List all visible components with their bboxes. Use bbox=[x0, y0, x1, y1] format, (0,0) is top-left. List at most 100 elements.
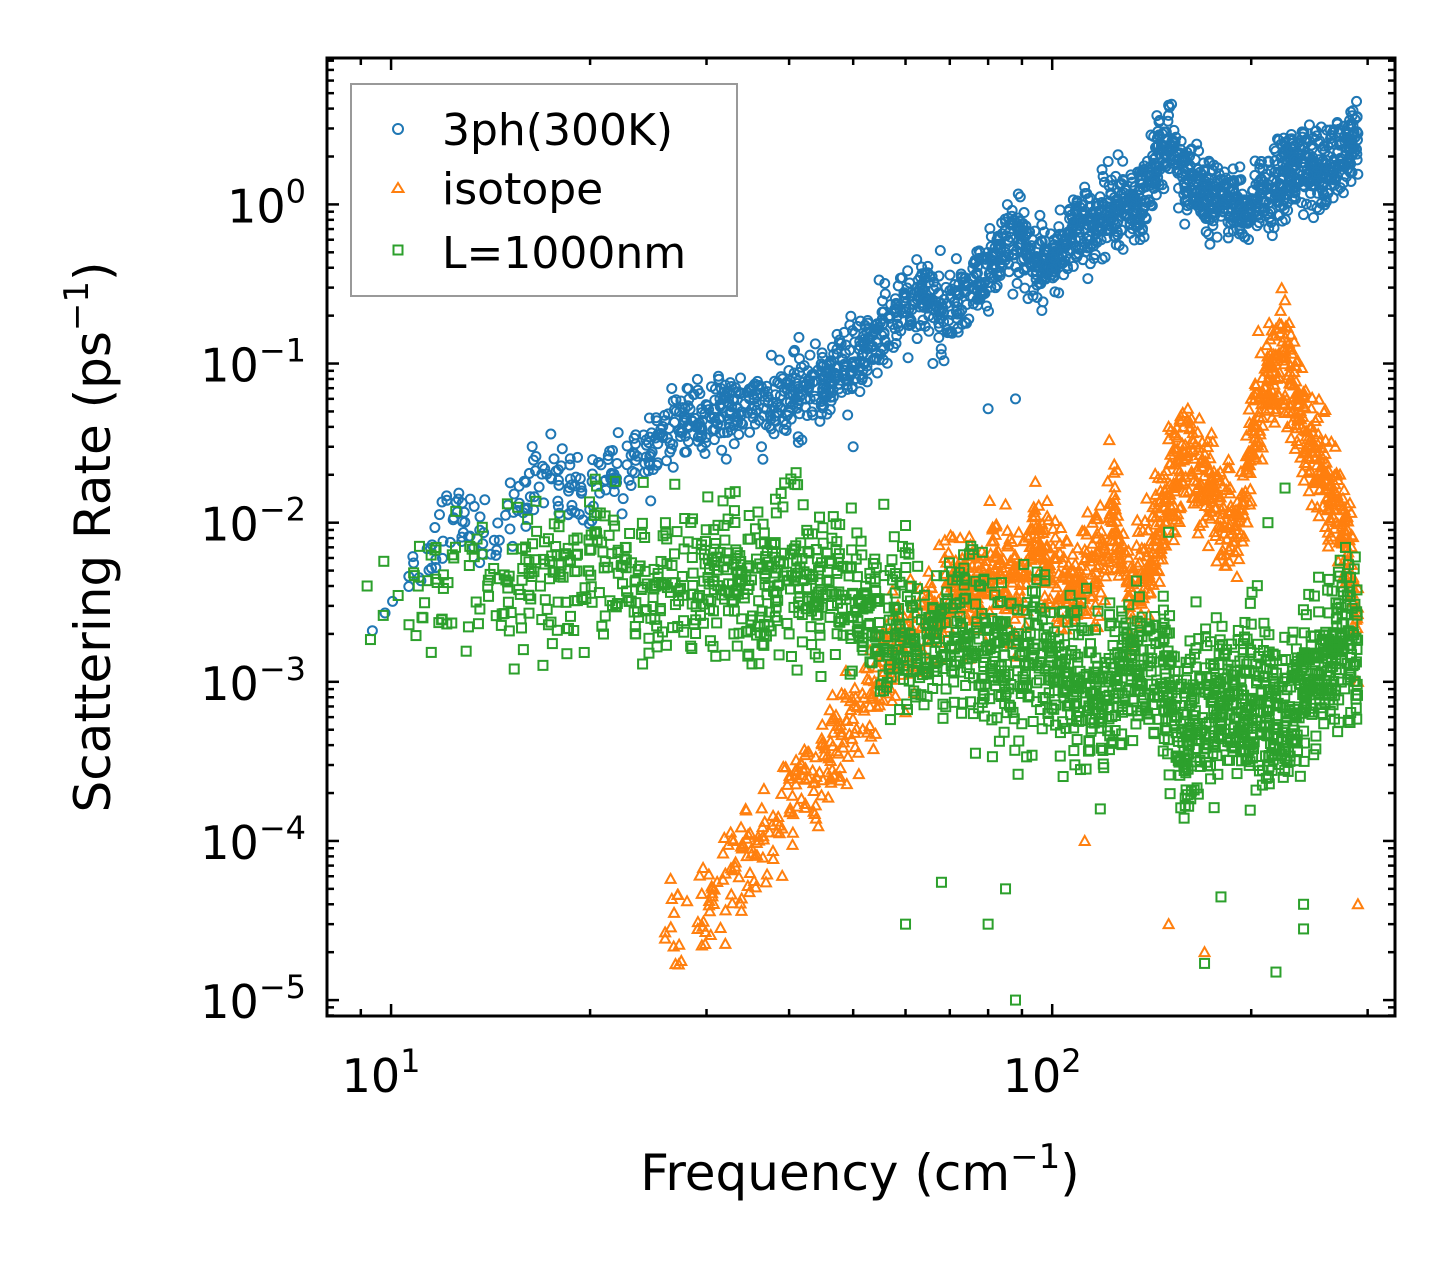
point-3ph bbox=[696, 407, 708, 419]
point-3ph bbox=[1030, 273, 1042, 285]
point-3ph bbox=[1249, 169, 1261, 181]
point-3ph bbox=[441, 494, 453, 506]
point-3ph bbox=[611, 457, 623, 469]
point-3ph bbox=[791, 402, 803, 414]
point-3ph bbox=[933, 270, 945, 282]
point-3ph bbox=[683, 393, 695, 405]
point-isotope bbox=[696, 860, 710, 873]
point-3ph bbox=[850, 373, 862, 385]
point-3ph bbox=[816, 347, 828, 359]
point-3ph bbox=[1046, 263, 1058, 275]
point-3ph bbox=[944, 269, 956, 281]
point-3ph bbox=[1290, 193, 1302, 205]
point-3ph bbox=[1150, 189, 1162, 201]
point-isotope bbox=[840, 713, 854, 727]
point-isotope bbox=[716, 846, 730, 859]
point-3ph bbox=[1303, 177, 1315, 189]
point-3ph bbox=[1112, 149, 1124, 161]
point-3ph bbox=[958, 287, 970, 299]
point-isotope bbox=[1070, 541, 1085, 554]
point-3ph bbox=[1061, 239, 1073, 251]
point-isotope bbox=[785, 837, 800, 850]
point-3ph bbox=[520, 520, 532, 532]
point-3ph bbox=[602, 450, 614, 462]
point-3ph bbox=[453, 487, 465, 499]
point-3ph bbox=[1282, 204, 1294, 216]
point-3ph bbox=[662, 432, 674, 444]
point-3ph bbox=[1154, 164, 1166, 176]
point-isotope bbox=[663, 871, 678, 884]
point-isotope bbox=[1308, 414, 1323, 427]
point-3ph bbox=[1346, 139, 1358, 151]
point-3ph bbox=[1220, 177, 1232, 189]
point-3ph bbox=[700, 437, 712, 449]
point-isotope bbox=[1167, 533, 1181, 546]
point-3ph bbox=[995, 257, 1007, 269]
point-3ph bbox=[670, 394, 682, 406]
point-3ph bbox=[1170, 147, 1182, 159]
point-3ph bbox=[699, 447, 711, 459]
point-3ph bbox=[642, 437, 654, 449]
point-3ph bbox=[553, 479, 565, 491]
point-isotope bbox=[786, 807, 800, 820]
point-3ph bbox=[1003, 236, 1015, 248]
point-3ph bbox=[595, 459, 607, 471]
point-3ph bbox=[464, 493, 476, 505]
point-isotope bbox=[848, 681, 862, 694]
point-3ph bbox=[1352, 127, 1364, 139]
point-3ph bbox=[760, 419, 772, 431]
point-3ph bbox=[675, 430, 687, 442]
point-3ph bbox=[693, 422, 705, 434]
point-3ph bbox=[594, 487, 606, 499]
point-3ph bbox=[1121, 210, 1133, 222]
point-3ph bbox=[705, 381, 717, 393]
point-3ph bbox=[847, 441, 859, 453]
point-isotope bbox=[770, 814, 784, 827]
point-3ph bbox=[564, 453, 576, 465]
point-3ph bbox=[952, 326, 964, 338]
point-3ph bbox=[436, 496, 448, 508]
point-isotope bbox=[1046, 521, 1060, 534]
point-3ph bbox=[548, 453, 560, 465]
point-3ph bbox=[1151, 110, 1163, 122]
point-3ph bbox=[572, 451, 584, 463]
point-3ph bbox=[873, 274, 885, 286]
point-3ph bbox=[533, 481, 545, 493]
point-3ph bbox=[617, 493, 629, 505]
point-3ph bbox=[645, 495, 657, 507]
point-3ph bbox=[756, 441, 768, 453]
point-isotope bbox=[876, 693, 891, 706]
point-3ph bbox=[980, 253, 992, 265]
point-3ph bbox=[803, 381, 815, 393]
point-3ph bbox=[934, 296, 946, 308]
point-3ph bbox=[675, 426, 687, 438]
point-3ph bbox=[1098, 176, 1110, 188]
point-3ph bbox=[423, 564, 435, 576]
point-3ph bbox=[1063, 206, 1075, 218]
point-3ph bbox=[806, 368, 818, 380]
point-3ph bbox=[504, 523, 516, 535]
point-3ph bbox=[1195, 186, 1207, 198]
point-3ph bbox=[938, 355, 950, 367]
point-3ph bbox=[1090, 197, 1102, 209]
point-3ph bbox=[1308, 212, 1320, 224]
point-3ph bbox=[1056, 248, 1068, 260]
point-isotope bbox=[1302, 484, 1316, 497]
point-3ph bbox=[592, 457, 604, 469]
point-isotope bbox=[1223, 486, 1237, 499]
point-3ph bbox=[846, 356, 858, 368]
point-3ph bbox=[1070, 251, 1082, 263]
point-3ph bbox=[1012, 188, 1024, 200]
point-3ph bbox=[631, 450, 643, 462]
point-3ph bbox=[991, 280, 1003, 292]
point-3ph bbox=[1074, 201, 1086, 213]
point-isotope bbox=[862, 673, 876, 686]
point-3ph bbox=[789, 344, 801, 356]
point-3ph bbox=[651, 459, 663, 471]
point-isotope bbox=[1284, 327, 1298, 340]
point-3ph bbox=[818, 379, 830, 391]
point-3ph bbox=[538, 497, 550, 509]
point-isotope bbox=[672, 937, 686, 950]
point-3ph bbox=[831, 328, 843, 340]
